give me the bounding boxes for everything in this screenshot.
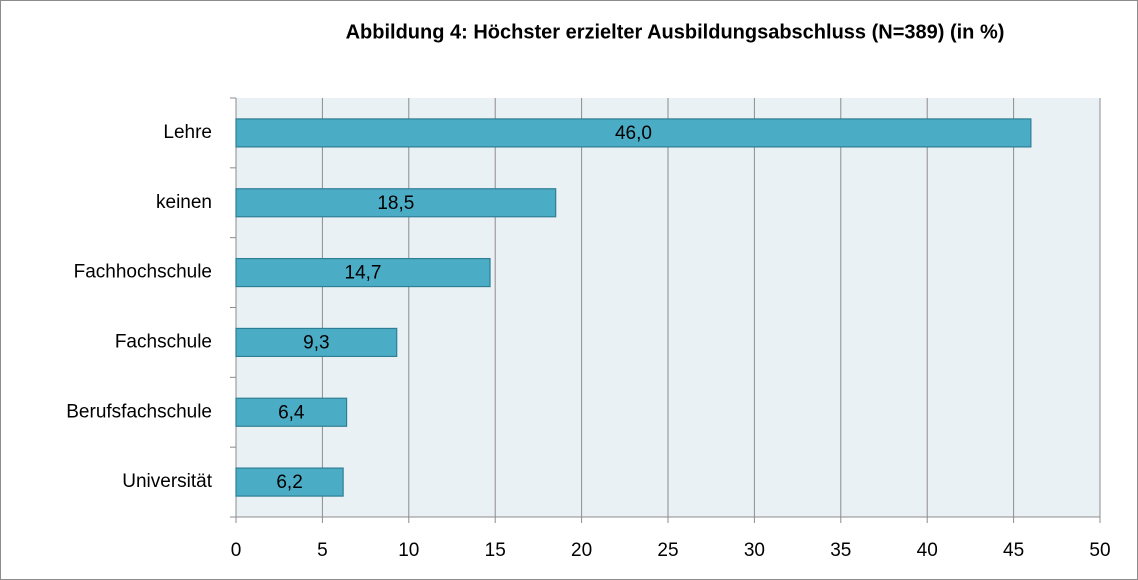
x-tick-label: 15 xyxy=(485,540,506,561)
bar xyxy=(235,327,398,358)
value-label: 46,0 xyxy=(615,123,652,144)
bar xyxy=(235,257,491,288)
chart-title: Abbildung 4: Höchster erzielter Ausbildu… xyxy=(346,21,1005,43)
bar xyxy=(235,467,344,497)
x-tick-label: 35 xyxy=(830,540,851,561)
x-tick-label: 30 xyxy=(744,540,765,561)
bar xyxy=(235,188,557,218)
bar xyxy=(235,118,1032,148)
value-label: 9,3 xyxy=(303,332,329,353)
x-tick-label: 5 xyxy=(317,540,328,561)
x-tick-label: 40 xyxy=(917,540,938,561)
x-tick-label: 0 xyxy=(231,540,242,561)
y-tick-label: Fachhochschule xyxy=(74,262,212,283)
x-tick-label: 50 xyxy=(1089,540,1110,561)
x-tick-label: 45 xyxy=(1003,540,1024,561)
value-label: 14,7 xyxy=(345,263,382,284)
x-tick-label: 25 xyxy=(657,540,678,561)
y-tick-label: Lehre xyxy=(163,122,212,143)
value-label: 6,4 xyxy=(278,402,305,423)
y-tick-label: Universität xyxy=(122,471,212,492)
x-tick-label: 20 xyxy=(571,540,592,561)
y-tick-label: Berufsfachschule xyxy=(66,401,212,422)
value-label: 6,2 xyxy=(276,472,302,493)
value-label: 18,5 xyxy=(377,193,414,214)
y-tick-label: Fachschule xyxy=(115,331,212,352)
x-tick-label: 10 xyxy=(398,540,419,561)
y-tick-label: keinen xyxy=(156,192,212,213)
bar xyxy=(235,397,348,427)
